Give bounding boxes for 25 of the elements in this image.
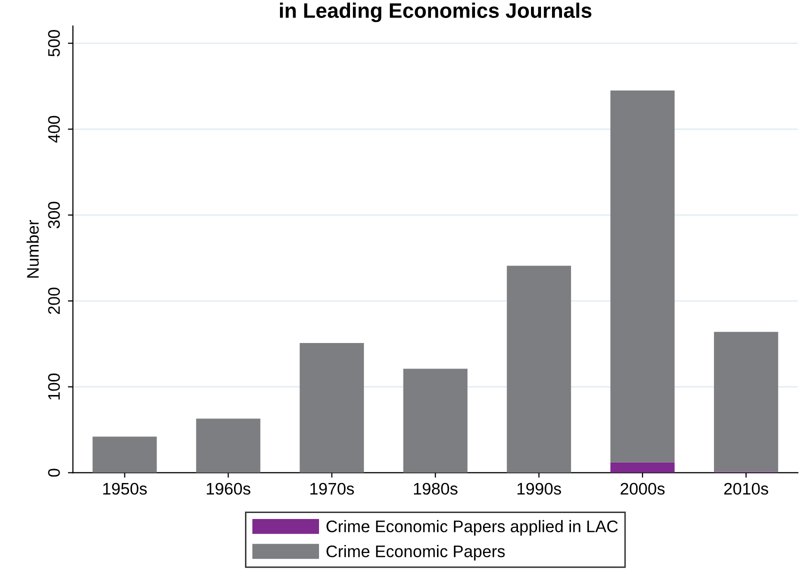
y-tick-label: 300 <box>48 202 60 228</box>
chart-title: in Leading Economics Journals <box>280 2 592 22</box>
x-tick-label: 2000s <box>620 482 665 495</box>
y-tick-label: 0 <box>48 468 60 477</box>
bar <box>610 90 675 462</box>
y-tick-label: 400 <box>48 116 60 143</box>
x-tick-label: 1950s <box>103 482 147 495</box>
legend-label: Crime Economic Papers <box>326 545 505 561</box>
bar <box>92 436 157 473</box>
y-axis-title: Number <box>26 220 39 278</box>
legend-label: Crime Economic Papers applied in LAC <box>326 520 618 536</box>
bar <box>714 332 778 472</box>
x-tick-label: 1970s <box>310 482 354 495</box>
x-tick-label: 1960s <box>206 482 250 495</box>
x-tick-label: 1990s <box>518 482 562 495</box>
bar <box>610 462 675 473</box>
y-tick-label: 100 <box>48 374 60 400</box>
y-tick-label: 500 <box>48 30 60 57</box>
bar <box>196 418 260 473</box>
x-tick-label: 1980s <box>414 482 458 495</box>
y-tick-label: 200 <box>48 288 60 314</box>
bar <box>300 343 364 473</box>
bar <box>506 266 572 473</box>
bar <box>403 368 468 473</box>
x-tick-label: 2010s <box>724 482 768 495</box>
